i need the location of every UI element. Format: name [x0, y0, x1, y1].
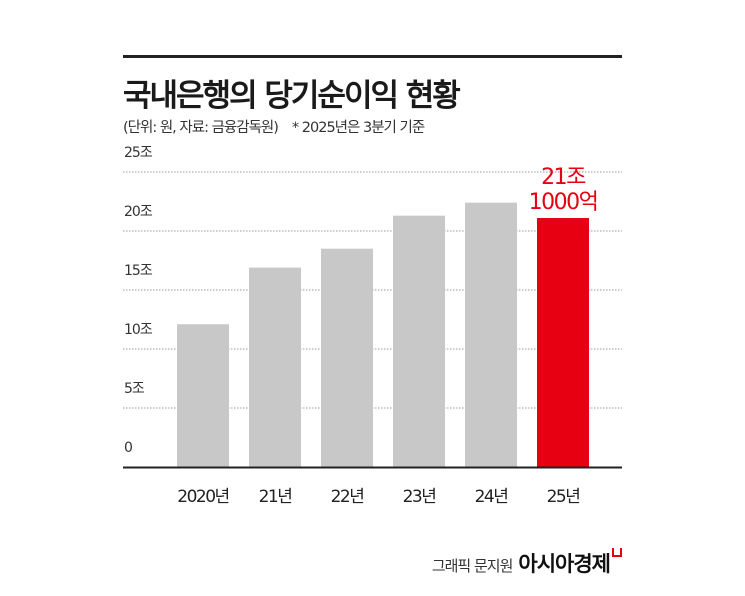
chart-title: 국내은행의 당기순이익 현황 — [123, 78, 461, 114]
bar-22년 — [321, 248, 373, 467]
data-label-line2: 1000억 — [529, 190, 598, 215]
bar-23년 — [393, 215, 445, 467]
x-tick-label: 25년 — [547, 487, 580, 507]
bar-24년 — [465, 202, 517, 467]
x-tick-label: 22년 — [331, 487, 364, 507]
y-tick-label: 20조 — [124, 204, 153, 220]
y-tick-label: 25조 — [124, 145, 153, 161]
logo-mark-icon — [612, 548, 622, 557]
data-label-line1: 21조 — [541, 165, 586, 190]
y-tick-label: 10조 — [124, 322, 153, 338]
unit-source: (단위: 원, 자료: 금융감독원) — [123, 120, 279, 136]
bar-25년 — [537, 218, 589, 467]
y-tick-label: 0 — [124, 440, 132, 456]
credit-text: 그래픽 문지원 — [431, 557, 514, 575]
x-tick-label: 23년 — [403, 487, 436, 507]
bar-21년 — [249, 267, 301, 467]
footnote: * 2025년은 3분기 기준 — [291, 120, 425, 136]
x-tick-label: 24년 — [475, 487, 508, 507]
x-tick-label: 21년 — [259, 487, 292, 507]
publisher-logo: 아시아경제 — [518, 552, 611, 576]
y-tick-label: 15조 — [124, 263, 153, 279]
bar-2020년 — [177, 324, 229, 467]
y-tick-label: 5조 — [124, 381, 145, 397]
top-rule — [123, 55, 622, 58]
chart-subtitle: (단위: 원, 자료: 금융감독원) * 2025년은 3분기 기준 — [123, 116, 425, 137]
credit: 그래픽 문지원 아시아경제 — [432, 548, 622, 578]
x-tick-label: 2020년 — [177, 487, 228, 507]
